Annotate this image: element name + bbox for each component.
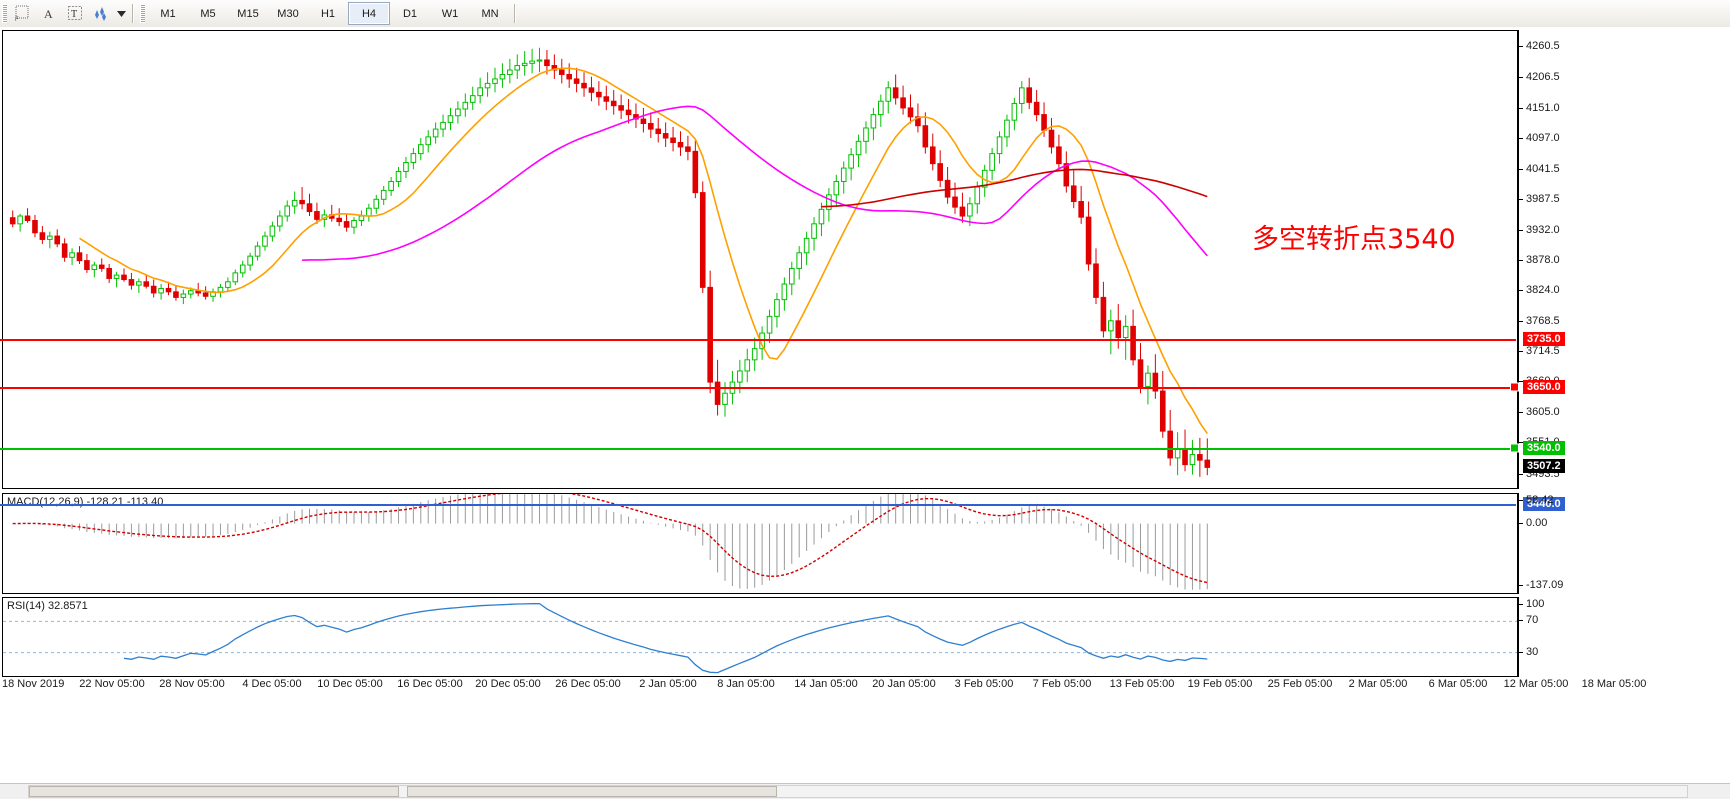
price-level-line[interactable] (0, 386, 1516, 389)
price-level-line[interactable] (0, 339, 1516, 342)
time-axis-label: 22 Nov 05:00 (79, 678, 145, 690)
svg-text:T: T (71, 9, 77, 20)
price-tag[interactable]: 3507.2 (1523, 459, 1565, 474)
rsi-label: RSI(14) 32.8571 (7, 600, 88, 612)
time-axis-label: 28 Nov 05:00 (159, 678, 225, 690)
macd-panel[interactable]: MACD(12,26,9) -128.21 -113.40 (2, 489, 1518, 594)
svg-text:F: F (15, 17, 19, 22)
rsi-axis: 100 70 30 (1518, 597, 1730, 677)
price-tag[interactable]: 3540.0 (1523, 440, 1565, 455)
price-tick: 4260.5 (1519, 40, 1560, 52)
price-tick: 4151.0 (1519, 102, 1560, 114)
bottom-bar (0, 783, 1730, 799)
time-axis-label: 3 Feb 05:00 (954, 678, 1014, 690)
timeframe-mn[interactable]: MN (481, 7, 499, 20)
price-tick: 4097.0 (1519, 132, 1560, 144)
rsi-panel[interactable]: RSI(14) 32.8571 (2, 597, 1518, 677)
toolbar-grip-2[interactable] (140, 4, 145, 23)
timeframe-m1[interactable]: M1 (160, 7, 176, 20)
price-tick: 3987.5 (1519, 193, 1560, 205)
time-axis-label: 18 Nov 2019 (2, 678, 65, 690)
macd-axis: 58.42 0.00 -137.09 (1518, 493, 1730, 594)
price-tick: 3878.0 (1519, 254, 1560, 266)
price-tag[interactable]: 3440.0 (1523, 496, 1565, 511)
price-tag[interactable]: 3650.0 (1523, 379, 1565, 394)
price-tick: 3824.0 (1519, 284, 1560, 296)
rsi-tick: 30 (1519, 646, 1538, 658)
time-axis-label: 16 Dec 05:00 (397, 678, 463, 690)
price-tick: 3714.5 (1519, 345, 1560, 357)
scrollbar-thumb[interactable] (29, 786, 399, 797)
macd-tick: 58.42 (1519, 494, 1554, 506)
toolbar: F A T M1 M5 M15 (0, 0, 1730, 28)
price-level-line[interactable] (0, 503, 1516, 506)
macd-tick: -137.09 (1519, 579, 1563, 591)
toolbar-divider-2 (514, 4, 516, 23)
time-axis-label: 4 Dec 05:00 (242, 678, 302, 690)
timeframe-m5[interactable]: M5 (200, 7, 216, 20)
price-level-handle[interactable] (1510, 443, 1519, 453)
scrollbar-thumb-2[interactable] (407, 786, 777, 797)
time-axis-label: 26 Dec 05:00 (555, 678, 621, 690)
time-axis-label: 12 Mar 05:00 (1503, 678, 1569, 690)
crosshair-icon[interactable]: F (10, 2, 36, 25)
price-tick: 4041.5 (1519, 163, 1560, 175)
time-axis-label: 6 Mar 05:00 (1428, 678, 1488, 690)
timeframe-d1[interactable]: D1 (402, 7, 418, 20)
price-tick: 3932.0 (1519, 224, 1560, 236)
price-level-handle[interactable] (1510, 382, 1519, 392)
price-tick: 4206.5 (1519, 71, 1560, 83)
price-level-line[interactable] (0, 447, 1516, 450)
timeframe-m30[interactable]: M30 (277, 7, 299, 20)
candlestick-plot (9, 47, 1211, 477)
timeframe-m15[interactable]: M15 (237, 7, 259, 20)
text-label-icon[interactable]: A (36, 2, 62, 25)
macd-label: MACD(12,26,9) -128.21 -113.40 (7, 496, 164, 508)
time-axis-label: 20 Dec 05:00 (475, 678, 541, 690)
price-tick: 3605.0 (1519, 406, 1560, 418)
time-axis-label: 2 Mar 05:00 (1348, 678, 1408, 690)
timeframe-h4[interactable]: H4 (348, 2, 390, 25)
rsi-tick: 100 (1519, 598, 1544, 610)
toolbar-grip-1[interactable] (2, 4, 7, 23)
time-axis-label: 8 Jan 05:00 (717, 678, 775, 690)
annotation-text: 多空转折点3540 (1252, 224, 1456, 255)
time-axis-label: 19 Feb 05:00 (1187, 678, 1253, 690)
macd-tick: 0.00 (1519, 517, 1547, 529)
time-axis: 18 Nov 2019 22 Nov 05:00 28 Nov 05:00 4 Dec… (0, 677, 1730, 695)
macd-plot (12, 489, 1208, 590)
timeframe-h1[interactable]: H1 (320, 7, 336, 20)
chart-area[interactable]: CHINA300-,H4 3559.8 3559.8 3493.2 3507.2… (0, 27, 1730, 783)
shapes-icon[interactable] (88, 2, 114, 25)
price-tick: 3768.5 (1519, 315, 1560, 327)
price-tag[interactable]: 3735.0 (1523, 332, 1565, 347)
time-axis-label: 10 Dec 05:00 (317, 678, 383, 690)
time-axis-label: 2 Jan 05:00 (639, 678, 697, 690)
rsi-tick: 70 (1519, 614, 1538, 626)
time-axis-label: 13 Feb 05:00 (1109, 678, 1175, 690)
timeframe-w1[interactable]: W1 (441, 7, 459, 20)
rsi-plot (3, 602, 1517, 674)
time-axis-label: 14 Jan 05:00 (794, 678, 858, 690)
svg-text:A: A (44, 7, 53, 21)
horizontal-scrollbar[interactable] (28, 785, 1688, 798)
price-axis[interactable]: 4260.5 4206.5 4151.0 4097.0 4041.5 3987.5 3932… (1518, 30, 1730, 511)
time-axis-label: 7 Feb 05:00 (1032, 678, 1092, 690)
time-axis-label: 25 Feb 05:00 (1267, 678, 1333, 690)
time-axis-label: 20 Jan 05:00 (872, 678, 936, 690)
dropdown-arrow-icon[interactable] (114, 2, 128, 25)
time-axis-label: 18 Mar 05:00 (1581, 678, 1647, 690)
toolbar-divider (132, 4, 134, 23)
text-box-icon[interactable]: T (62, 2, 88, 25)
price-panel[interactable] (2, 30, 1518, 489)
